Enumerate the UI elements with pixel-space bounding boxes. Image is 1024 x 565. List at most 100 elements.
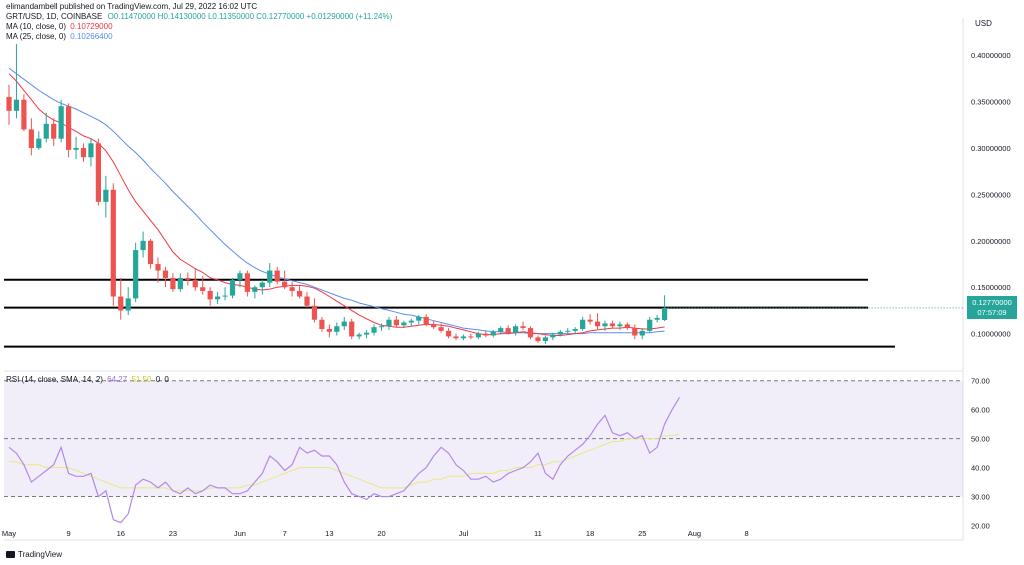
candle-body [356,334,362,337]
ma10-value: 0.10729000 [70,22,113,31]
candle [80,143,87,162]
time-tick-label: 16 [117,529,125,538]
candle [28,118,34,156]
candle [103,175,109,218]
candle [274,266,280,285]
candle [572,327,578,334]
candle [617,321,623,330]
tradingview-logo[interactable]: TradingView [6,550,62,559]
time-tick-label: Aug [688,529,701,538]
candle [401,320,407,329]
rsi-tick-label: 40.00 [971,464,990,473]
currency-label: USD [975,19,992,28]
candle-body [364,332,370,335]
candle-body [215,296,221,300]
candle-body [21,99,27,130]
time-axis[interactable]: May 9 16 23 Jun 7 13 20 Jul 11 18 25 Aug 8 [2,529,749,538]
candle [639,328,645,340]
candle [557,329,563,337]
candle-body [177,277,183,290]
price-tick-label: 0.40000000 [971,51,1011,60]
candle-body [51,123,57,139]
candle-body [483,333,489,336]
candle [587,314,593,325]
candle-body [535,337,541,342]
price-axis[interactable]: 0.40000000 0.35000000 0.30000000 0.25000000… [971,51,1011,339]
candle [580,316,586,331]
candle-body [572,329,578,331]
ma10-legend[interactable]: MA (10, close, 0) 0.10729000 [6,22,113,32]
candle [140,231,146,258]
ma25-line [8,67,665,335]
rsi-legend[interactable]: RSI (14, close, SMA, 14, 2) 64.27 51.50 … [6,375,169,385]
candle-body [654,317,660,320]
price-tick-label: 0.20000000 [971,237,1011,246]
candle [282,270,288,290]
candle [229,277,236,299]
candle-body [550,334,556,338]
candle-body [453,336,459,339]
candle-body [416,316,422,321]
candle-body [557,331,563,335]
candle [431,320,437,330]
candle-body [334,326,340,332]
candle [453,333,459,341]
candle-body [587,319,593,322]
candle [513,324,519,336]
candle [244,270,250,297]
candle-body [58,106,64,139]
candle-body [103,189,109,202]
ma25-legend[interactable]: MA (25, close, 0) 0.10266400 [6,32,113,42]
candle-body [13,99,20,111]
candle-body [36,138,42,148]
rsi-pane [4,380,963,524]
candle [252,285,258,299]
candle-body [609,323,616,327]
candle-body [602,323,608,327]
candle-body [393,319,399,326]
candle-body [594,321,601,327]
candle [624,322,630,330]
rsi-zero-2: 0 [164,375,169,384]
candle [304,291,310,308]
candle [542,335,548,344]
symbol-legend[interactable]: GRT/USD, 1D, COINBASE O0.11470000 H0.141… [6,12,392,22]
candle [364,329,370,339]
candle-body [274,270,280,282]
candle [505,325,511,335]
candle [356,332,362,340]
rsi-line [8,396,681,524]
candle [423,314,429,327]
candle-body [125,298,131,311]
candle [378,323,385,331]
candle-body [155,264,161,271]
candle-body [118,296,124,311]
candle-body [185,277,191,280]
candle [200,276,206,295]
candle-body [542,337,548,342]
candle-body [66,106,72,150]
candle [647,316,653,333]
candle [416,315,422,325]
candle [341,316,347,330]
ma25-label: MA (25, close, 0) [6,32,67,41]
tradingview-logo-icon [6,551,15,558]
candle [110,183,116,306]
candle-body [147,240,154,265]
rsi-sma-line [9,433,680,492]
rsi-axis[interactable]: 70.00 60.00 50.00 40.00 30.00 20.00 [971,377,990,531]
candle [43,112,49,143]
rsi-tick-label: 20.00 [971,522,990,531]
candle-body [140,240,146,251]
candle-body [475,333,481,338]
candle [475,331,481,340]
candle [185,272,191,286]
candle-body [88,143,94,158]
time-tick-label: Jun [234,529,246,538]
last-price-tag: 0.12770000 07:57:09 [967,296,1017,319]
candle [386,316,392,330]
candle [215,291,221,304]
candle-body [6,96,12,111]
candle-body [73,147,79,150]
time-tick-label: 18 [586,529,594,538]
